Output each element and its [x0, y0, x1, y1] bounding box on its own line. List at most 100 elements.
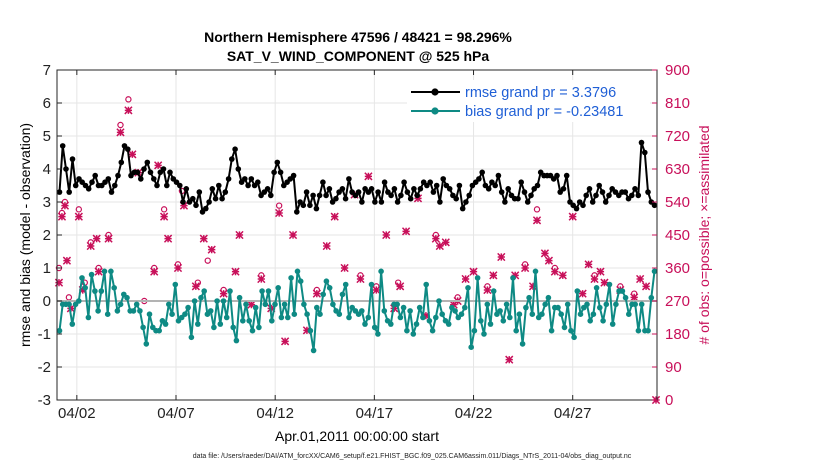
bias-data-point	[481, 331, 487, 337]
obs-assimilated-marker	[558, 271, 567, 280]
bias-data-point	[317, 311, 323, 318]
rmse-data-point	[144, 159, 151, 166]
obs-assimilated-marker	[590, 274, 599, 284]
obs-assimilated-marker	[124, 106, 133, 115]
rmse-data-point	[112, 182, 118, 189]
rmse-data-point	[294, 209, 300, 215]
bias-data-point	[166, 301, 172, 308]
rmse-data-point	[606, 192, 612, 199]
rmse-data-point	[320, 179, 326, 185]
rmse-data-point	[521, 189, 528, 195]
rmse-data-point	[394, 199, 401, 205]
rmse-data-point	[515, 195, 521, 202]
rmse-data-point	[222, 189, 229, 195]
x-tick-label: 04/17	[356, 405, 394, 422]
obs-assimilated-marker	[641, 282, 651, 291]
rmse-data-point	[216, 182, 222, 189]
rmse-data-point	[235, 166, 242, 172]
obs-assimilated-marker	[322, 241, 331, 251]
bias-data-point	[503, 301, 510, 308]
obs-assimilated-marker	[630, 293, 639, 302]
rmse-data-point	[378, 199, 385, 205]
bias-data-point	[368, 281, 375, 288]
obs-assimilated-marker	[382, 230, 391, 240]
bias-data-point	[69, 321, 76, 327]
y-right-tick-label: 720	[665, 128, 690, 145]
obs-assimilated-marker	[57, 212, 67, 221]
rmse-data-point	[333, 195, 339, 202]
obs-assimilated-marker	[62, 256, 72, 265]
obs-assimilated-marker	[540, 249, 550, 258]
bias-data-point	[539, 311, 545, 318]
obs-assimilated-marker	[173, 263, 183, 273]
obs-assimilated-marker	[159, 212, 169, 221]
rmse-data-point	[339, 186, 346, 192]
obs-possible-marker	[160, 206, 168, 213]
rmse-data-point	[599, 189, 606, 195]
bias-data-point	[76, 298, 82, 304]
rmse-data-point	[372, 199, 378, 205]
bias-data-point	[404, 327, 410, 334]
rmse-data-point	[629, 192, 635, 199]
obs-assimilated-marker	[511, 271, 520, 280]
bias-data-point	[278, 314, 285, 321]
obs-assimilated-marker	[505, 355, 514, 364]
bias-data-point	[362, 321, 368, 327]
y-axis-left: -3 -2 -1 0 1 2 3 4 5 6 7	[38, 62, 62, 409]
rmse-data-point	[92, 172, 98, 179]
bias-data-point	[523, 304, 529, 311]
bias-data-point	[375, 331, 381, 337]
bias-data-point	[294, 268, 301, 275]
rmse-data-point	[164, 182, 170, 189]
data-file-footnote: data file: /Users/raeder/DAI/ATM_forcXX/…	[193, 453, 632, 460]
bias-data-point	[307, 327, 314, 334]
obs-assimilated-marker	[280, 337, 290, 346]
y-right-tick-label: 180	[665, 326, 690, 343]
y-left-tick-label: -3	[38, 392, 51, 409]
obs-assimilated-marker	[94, 267, 103, 276]
bias-data-point	[56, 327, 63, 334]
bias-data-point	[162, 321, 169, 327]
bias-data-point	[603, 301, 610, 308]
obs-assimilated-marker	[532, 216, 542, 225]
obs-assimilated-marker	[275, 208, 284, 218]
obs-possible-marker	[204, 257, 211, 264]
x-tick-label: 04/02	[58, 405, 96, 422]
rmse-data-point	[498, 189, 505, 195]
bias-data-point	[66, 301, 72, 308]
bias-data-point	[114, 308, 121, 314]
bias-data-point	[426, 318, 433, 324]
y-left-tick-label: 0	[43, 293, 51, 310]
bias-data-point	[433, 314, 439, 321]
rmse-data-point	[316, 192, 323, 199]
rmse-data-point	[167, 169, 173, 176]
bias-data-point	[207, 308, 214, 314]
y-right-tick-label: 540	[665, 194, 690, 211]
bias-data-point	[291, 311, 298, 318]
bias-data-point	[484, 301, 491, 308]
bias-data-point	[220, 298, 227, 304]
bias-data-point	[111, 285, 117, 291]
obs-assimilated-marker	[600, 278, 609, 287]
x-tick-label: 04/07	[157, 405, 195, 422]
rmse-data-point	[391, 186, 398, 192]
obs-assimilated-marker	[312, 289, 321, 298]
obs-assimilated-marker	[596, 267, 605, 276]
bias-data-point	[571, 334, 577, 341]
rmse-data-point	[196, 189, 203, 195]
bias-data-point	[516, 311, 523, 318]
obs-assimilated-marker	[257, 274, 266, 284]
obs-assimilated-marker	[150, 267, 159, 276]
obs-assimilated-marker	[288, 230, 298, 240]
bias-data-point	[423, 281, 430, 288]
rmse-data-point	[180, 199, 186, 205]
rmse-data-point	[359, 199, 365, 205]
bias-data-point	[465, 285, 471, 291]
bias-data-point	[211, 324, 217, 331]
obs-assimilated-marker	[154, 161, 163, 170]
obs-assimilated-marker	[372, 285, 381, 295]
rmse-data-point	[118, 159, 125, 166]
bias-data-point	[314, 304, 320, 311]
rmse-data-point	[300, 202, 307, 209]
rmse-data-point	[456, 182, 463, 189]
